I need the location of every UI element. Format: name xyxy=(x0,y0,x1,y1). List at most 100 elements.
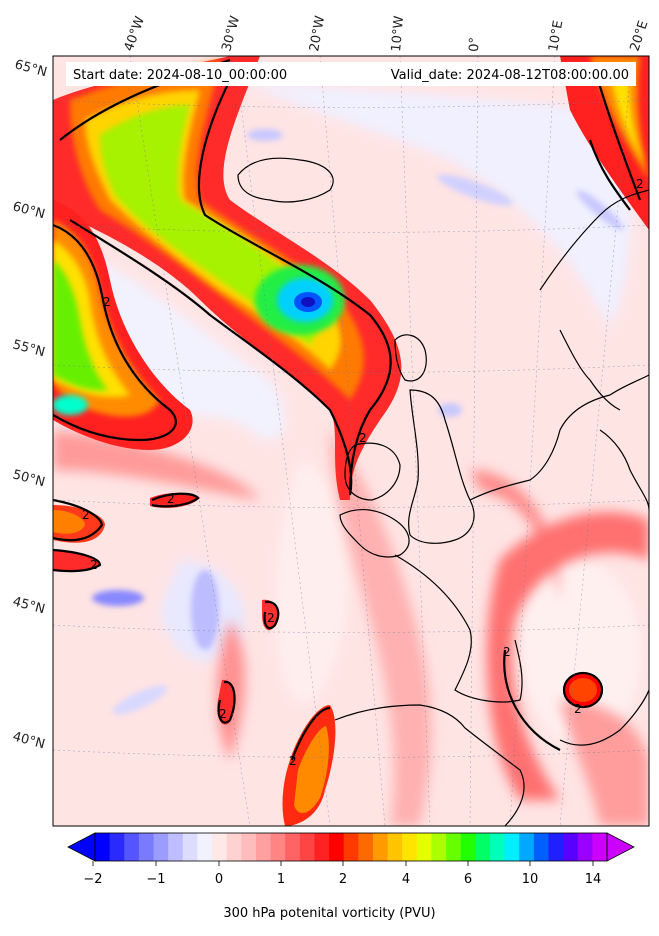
longitude-labels: 40°W 30°W 20°W 10°W 0° 10°E 20°E xyxy=(122,14,652,53)
lat-label: 50°N xyxy=(11,467,47,490)
title-box xyxy=(66,62,636,86)
negative-pv-streaks xyxy=(92,129,624,715)
colorbar-segment xyxy=(577,833,593,861)
colorbar-tick-label: 10 xyxy=(522,872,539,887)
norway-coast xyxy=(539,189,649,291)
colorbar-segment xyxy=(212,833,228,861)
lat-label: 45°N xyxy=(11,594,47,617)
colorbar-segment xyxy=(475,833,491,861)
colorbar-tick-label: 14 xyxy=(585,872,602,887)
lat-label: 60°N xyxy=(11,199,47,222)
colorbar-segment xyxy=(314,833,330,861)
contour-label: 2 xyxy=(574,702,582,716)
contour-label: 2 xyxy=(289,754,297,768)
contour-label: 2 xyxy=(503,645,511,659)
germany-coast xyxy=(599,429,649,511)
colorbar-segment xyxy=(489,833,506,861)
contour-label: 2 xyxy=(167,492,175,506)
start-date-label: Start date: 2024-08-10_00:00:00 xyxy=(73,68,287,83)
colorbar-segment xyxy=(402,833,418,861)
biscay-france-coast xyxy=(394,554,523,703)
iberia-coast xyxy=(334,704,525,826)
lat-label: 65°N xyxy=(13,57,49,80)
high-pv-streamer-northeast xyxy=(560,56,649,230)
denmark-coast xyxy=(559,329,621,411)
lon-label: 20°W xyxy=(307,15,328,53)
colorbar-tick-label: −1 xyxy=(146,872,165,887)
colorbar-segment xyxy=(416,833,433,861)
colorbar-segment xyxy=(241,833,257,861)
colorbar-segment xyxy=(285,833,301,861)
mediterranean-coast xyxy=(559,689,649,746)
colorbar-segment xyxy=(270,833,286,861)
colorbar-segment xyxy=(592,833,608,861)
colorbar-segment xyxy=(460,833,476,861)
contour-label: 2 xyxy=(267,611,275,625)
north-sea-coast xyxy=(469,374,649,501)
colorbar-segment xyxy=(548,833,564,861)
contour-labels: 2 2 2 2 2 2 2 2 2 2 2 xyxy=(82,177,644,768)
lon-label: 20°E xyxy=(628,19,652,53)
colorbar-segment xyxy=(153,833,169,861)
contour-label: 2 xyxy=(359,431,367,445)
colorbar-segment xyxy=(358,833,374,861)
contour-label: 2 xyxy=(82,508,90,522)
colorbar-segment xyxy=(138,833,155,861)
ireland-coast xyxy=(344,442,401,501)
latitude-labels: 65°N 60°N 55°N 50°N 45°N 40°N xyxy=(11,57,49,752)
colorbar-frame xyxy=(94,832,608,862)
colorbar-extend-high xyxy=(606,832,635,862)
lon-label: 0° xyxy=(467,37,483,52)
colorbar-segment xyxy=(124,833,140,861)
colorbar-tick-label: 1 xyxy=(277,872,285,887)
graticule xyxy=(53,56,649,826)
colorbar-title: 300 hPa potenital vorticity (PVU) xyxy=(223,906,436,921)
colorbar-segments xyxy=(95,833,608,861)
coastlines xyxy=(237,157,649,826)
colorbar-tick-label: 2 xyxy=(339,872,347,887)
contour-label: 2 xyxy=(636,177,644,191)
colorbar-extend-low xyxy=(67,832,96,862)
contour-label: 2 xyxy=(219,707,227,721)
colorbar-segment xyxy=(504,833,520,861)
map-panel: 2 2 2 2 2 2 2 2 2 2 2 Start date: 2024-0… xyxy=(53,56,649,826)
colorbar-segment xyxy=(109,833,125,861)
lon-label: 10°W xyxy=(389,15,407,52)
lon-label: 30°W xyxy=(219,14,243,53)
colorbar-segment xyxy=(329,833,345,861)
lat-label: 40°N xyxy=(11,729,47,752)
colorbar-segment xyxy=(372,833,389,861)
colorbar-segment xyxy=(255,833,272,861)
colorbar-segment xyxy=(168,833,184,861)
valid-date-label: Valid_date: 2024-08-12T08:00:00.00 xyxy=(391,68,629,83)
colorbar-segment xyxy=(299,833,316,861)
colorbar-segment xyxy=(446,833,462,861)
colorbar-segment xyxy=(563,833,579,861)
lon-label: 40°W xyxy=(122,14,148,53)
colorbar-segment xyxy=(197,833,213,861)
lon-label: 10°E xyxy=(546,19,566,52)
contour-label: 2 xyxy=(90,558,98,572)
colorbar-tick-label: 6 xyxy=(464,872,472,887)
scotland-coast xyxy=(394,334,427,382)
contour-label: 2 xyxy=(103,295,111,309)
colorbar-segment xyxy=(226,833,242,861)
contours-2pvu xyxy=(53,58,642,761)
colorbar-segment xyxy=(95,833,111,861)
iceland-coast xyxy=(237,157,334,203)
colorbar-segment xyxy=(387,833,403,861)
colorbar-tick-label: −2 xyxy=(83,872,102,887)
brittany-coast xyxy=(339,508,410,558)
colorbar-segment xyxy=(431,833,447,861)
lat-label: 55°N xyxy=(11,337,47,360)
colorbar-segment xyxy=(182,833,198,861)
colorbar: −2 −1 0 1 2 4 6 10 14 xyxy=(67,832,635,887)
colorbar-segment xyxy=(533,833,550,861)
colorbar-ticks: −2 −1 0 1 2 4 6 10 14 xyxy=(83,861,601,887)
britain-coast xyxy=(408,389,475,544)
colorbar-tick-label: 0 xyxy=(215,872,223,887)
map-frame xyxy=(52,55,650,827)
colorbar-segment xyxy=(519,833,535,861)
colorbar-tick-label: 4 xyxy=(402,872,410,887)
